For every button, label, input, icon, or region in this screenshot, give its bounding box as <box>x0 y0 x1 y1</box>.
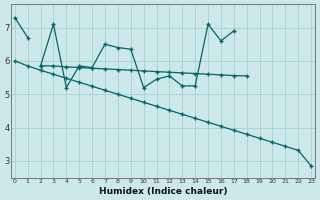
X-axis label: Humidex (Indice chaleur): Humidex (Indice chaleur) <box>99 187 227 196</box>
